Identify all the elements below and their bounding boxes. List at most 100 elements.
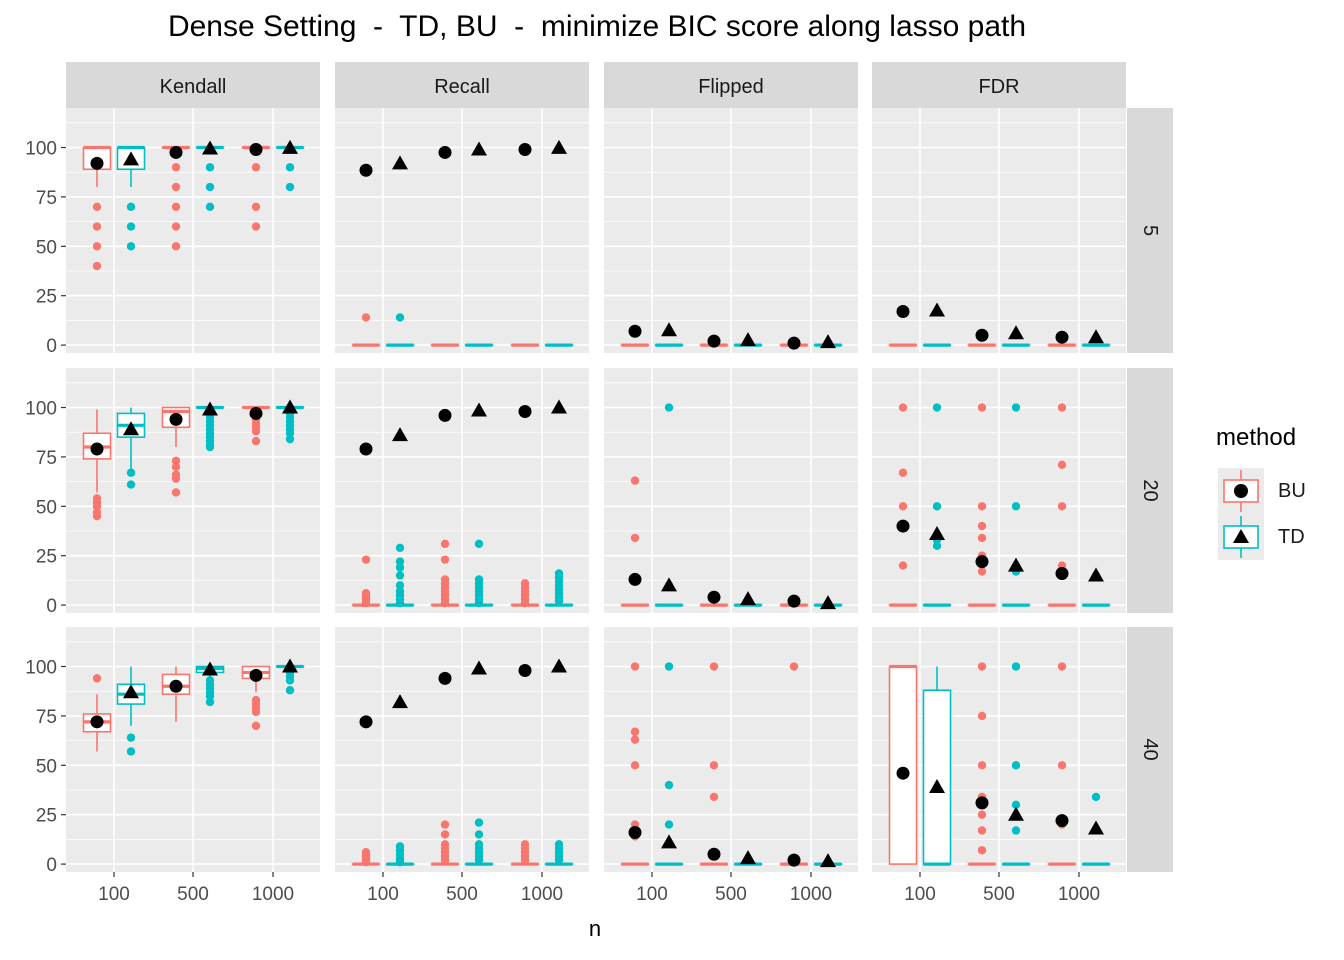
outlier-kendall-20-100-td	[126, 468, 136, 477]
x-tick-label: 500	[446, 884, 478, 905]
outlier-kendall-40-500-td	[205, 691, 215, 701]
mean-fdr-20-500-bu	[975, 555, 989, 569]
mean-recall-5-500-bu	[438, 145, 452, 159]
facet-strip-recall	[335, 62, 589, 108]
mean-recall-5-1000-bu	[518, 142, 532, 156]
outlier-fdr-40-500-td	[1011, 826, 1021, 835]
outlier-kendall-5-500-bu	[171, 222, 181, 231]
mean-recall-40-500-td	[471, 660, 487, 675]
outlier-fdr-20-500-bu	[977, 403, 987, 412]
outlier-kendall-5-100-bu	[92, 222, 102, 231]
outlier-kendall-40-1000-td	[285, 676, 295, 685]
outlier-recall-40-500-bu	[440, 830, 450, 839]
x-tick-label: 500	[715, 884, 747, 905]
mean-kendall-20-100-bu	[90, 442, 104, 456]
outlier-fdr-40-500-bu	[977, 846, 987, 855]
y-tick-label: 75	[36, 188, 57, 209]
y-tick-label: 75	[36, 707, 57, 728]
x-tick-label: 1000	[521, 884, 563, 905]
outlier-flipped-40-500-bu	[709, 792, 719, 802]
outlier-flipped-40-500-bu	[709, 662, 719, 671]
y-tick-label: 100	[25, 658, 57, 679]
outlier-kendall-5-1000-bu	[251, 222, 261, 231]
outlier-fdr-20-100-bu	[898, 561, 908, 570]
y-tick-label: 75	[36, 448, 57, 469]
chart-title: Dense Setting - TD, BU - minimize BIC sc…	[167, 10, 1027, 43]
outlier-recall-5-100-bu	[361, 313, 371, 322]
y-tick-label: 25	[36, 287, 57, 308]
mean-flipped-40-100-td	[661, 834, 677, 849]
outlier-kendall-20-100-bu	[92, 511, 102, 521]
facet-label-kendall: Kendall	[160, 76, 227, 98]
outlier-recall-20-100-td	[395, 581, 405, 590]
mean-recall-5-500-td	[471, 141, 487, 156]
outlier-kendall-20-500-td	[205, 442, 215, 452]
mean-fdr-5-500-bu	[975, 328, 989, 342]
y-tick-label: 50	[36, 756, 57, 777]
outlier-fdr-20-100-bu	[898, 502, 908, 511]
mean-recall-40-100-td	[392, 694, 408, 709]
outlier-kendall-20-100-bu	[92, 502, 102, 511]
outlier-kendall-5-500-td	[205, 163, 215, 172]
mean-recall-20-1000-td	[551, 399, 567, 414]
outlier-recall-20-100-td	[395, 543, 405, 552]
row-strip-40	[1127, 627, 1173, 872]
outlier-flipped-40-100-bu	[630, 662, 640, 671]
mean-recall-5-100-bu	[359, 163, 373, 177]
mean-fdr-5-100-td	[929, 302, 945, 317]
facet-label-recall: Recall	[434, 76, 490, 98]
outlier-fdr-20-500-bu	[977, 521, 987, 531]
mean-fdr-40-1000-td	[1088, 820, 1104, 835]
mean-kendall-20-500-bu	[169, 412, 183, 426]
outlier-fdr-40-1000-td	[1091, 792, 1101, 802]
outlier-kendall-5-500-bu	[171, 242, 181, 251]
mean-flipped-5-500-bu	[707, 334, 721, 348]
mean-flipped-5-100-td	[661, 322, 677, 337]
outlier-kendall-5-500-td	[205, 182, 215, 192]
legend-title: method	[1216, 424, 1297, 451]
y-tick-label: 25	[36, 806, 57, 827]
mean-fdr-5-1000-bu	[1055, 330, 1069, 344]
mean-flipped-20-500-td	[740, 591, 756, 606]
mean-fdr-5-1000-td	[1088, 329, 1104, 344]
outlier-kendall-20-1000-bu	[251, 436, 261, 446]
facet-label-fdr: FDR	[978, 76, 1019, 98]
y-tick-label: 50	[36, 237, 57, 258]
mean-recall-20-500-bu	[438, 408, 452, 422]
outlier-recall-20-500-bu	[440, 539, 450, 549]
outlier-recall-20-1000-bu	[520, 598, 530, 608]
row-label-5: 5	[1139, 225, 1161, 236]
outlier-recall-40-100-td	[395, 857, 405, 867]
facet-strip-flipped	[604, 62, 858, 108]
outlier-kendall-20-500-bu	[171, 488, 181, 497]
row-strip-20	[1127, 368, 1173, 613]
outlier-fdr-40-500-bu	[977, 826, 987, 835]
outlier-flipped-20-100-bu	[630, 533, 640, 543]
y-tick-label: 50	[36, 497, 57, 518]
outlier-flipped-40-100-bu	[630, 761, 640, 770]
outlier-flipped-20-100-td	[664, 403, 674, 412]
outlier-recall-20-100-td	[395, 557, 405, 566]
outlier-fdr-20-1000-bu	[1057, 502, 1067, 511]
outlier-fdr-40-500-td	[1011, 761, 1021, 770]
outlier-fdr-20-500-bu	[977, 533, 987, 543]
outlier-flipped-40-100-td	[664, 820, 674, 829]
y-tick-label: 100	[25, 399, 57, 420]
mean-kendall-5-100-td	[123, 151, 139, 166]
outlier-kendall-20-500-bu	[171, 462, 181, 471]
outlier-flipped-40-100-bu	[630, 727, 640, 736]
outlier-recall-20-100-td	[395, 598, 405, 608]
mean-kendall-20-1000-td	[282, 399, 298, 414]
outlier-kendall-20-500-bu	[171, 474, 181, 483]
row-label-20: 20	[1139, 479, 1161, 501]
outlier-recall-5-100-td	[395, 313, 405, 322]
mean-fdr-40-500-td	[1008, 806, 1024, 821]
mean-kendall-20-500-td	[202, 401, 218, 416]
outlier-kendall-20-1000-td	[285, 429, 295, 438]
mean-flipped-40-1000-td	[820, 853, 836, 868]
outlier-flipped-40-1000-bu	[789, 662, 799, 671]
mean-flipped-5-100-bu	[628, 324, 642, 338]
y-tick-label: 0	[46, 336, 57, 357]
outlier-fdr-20-100-bu	[898, 403, 908, 412]
mean-kendall-5-500-bu	[169, 145, 183, 159]
